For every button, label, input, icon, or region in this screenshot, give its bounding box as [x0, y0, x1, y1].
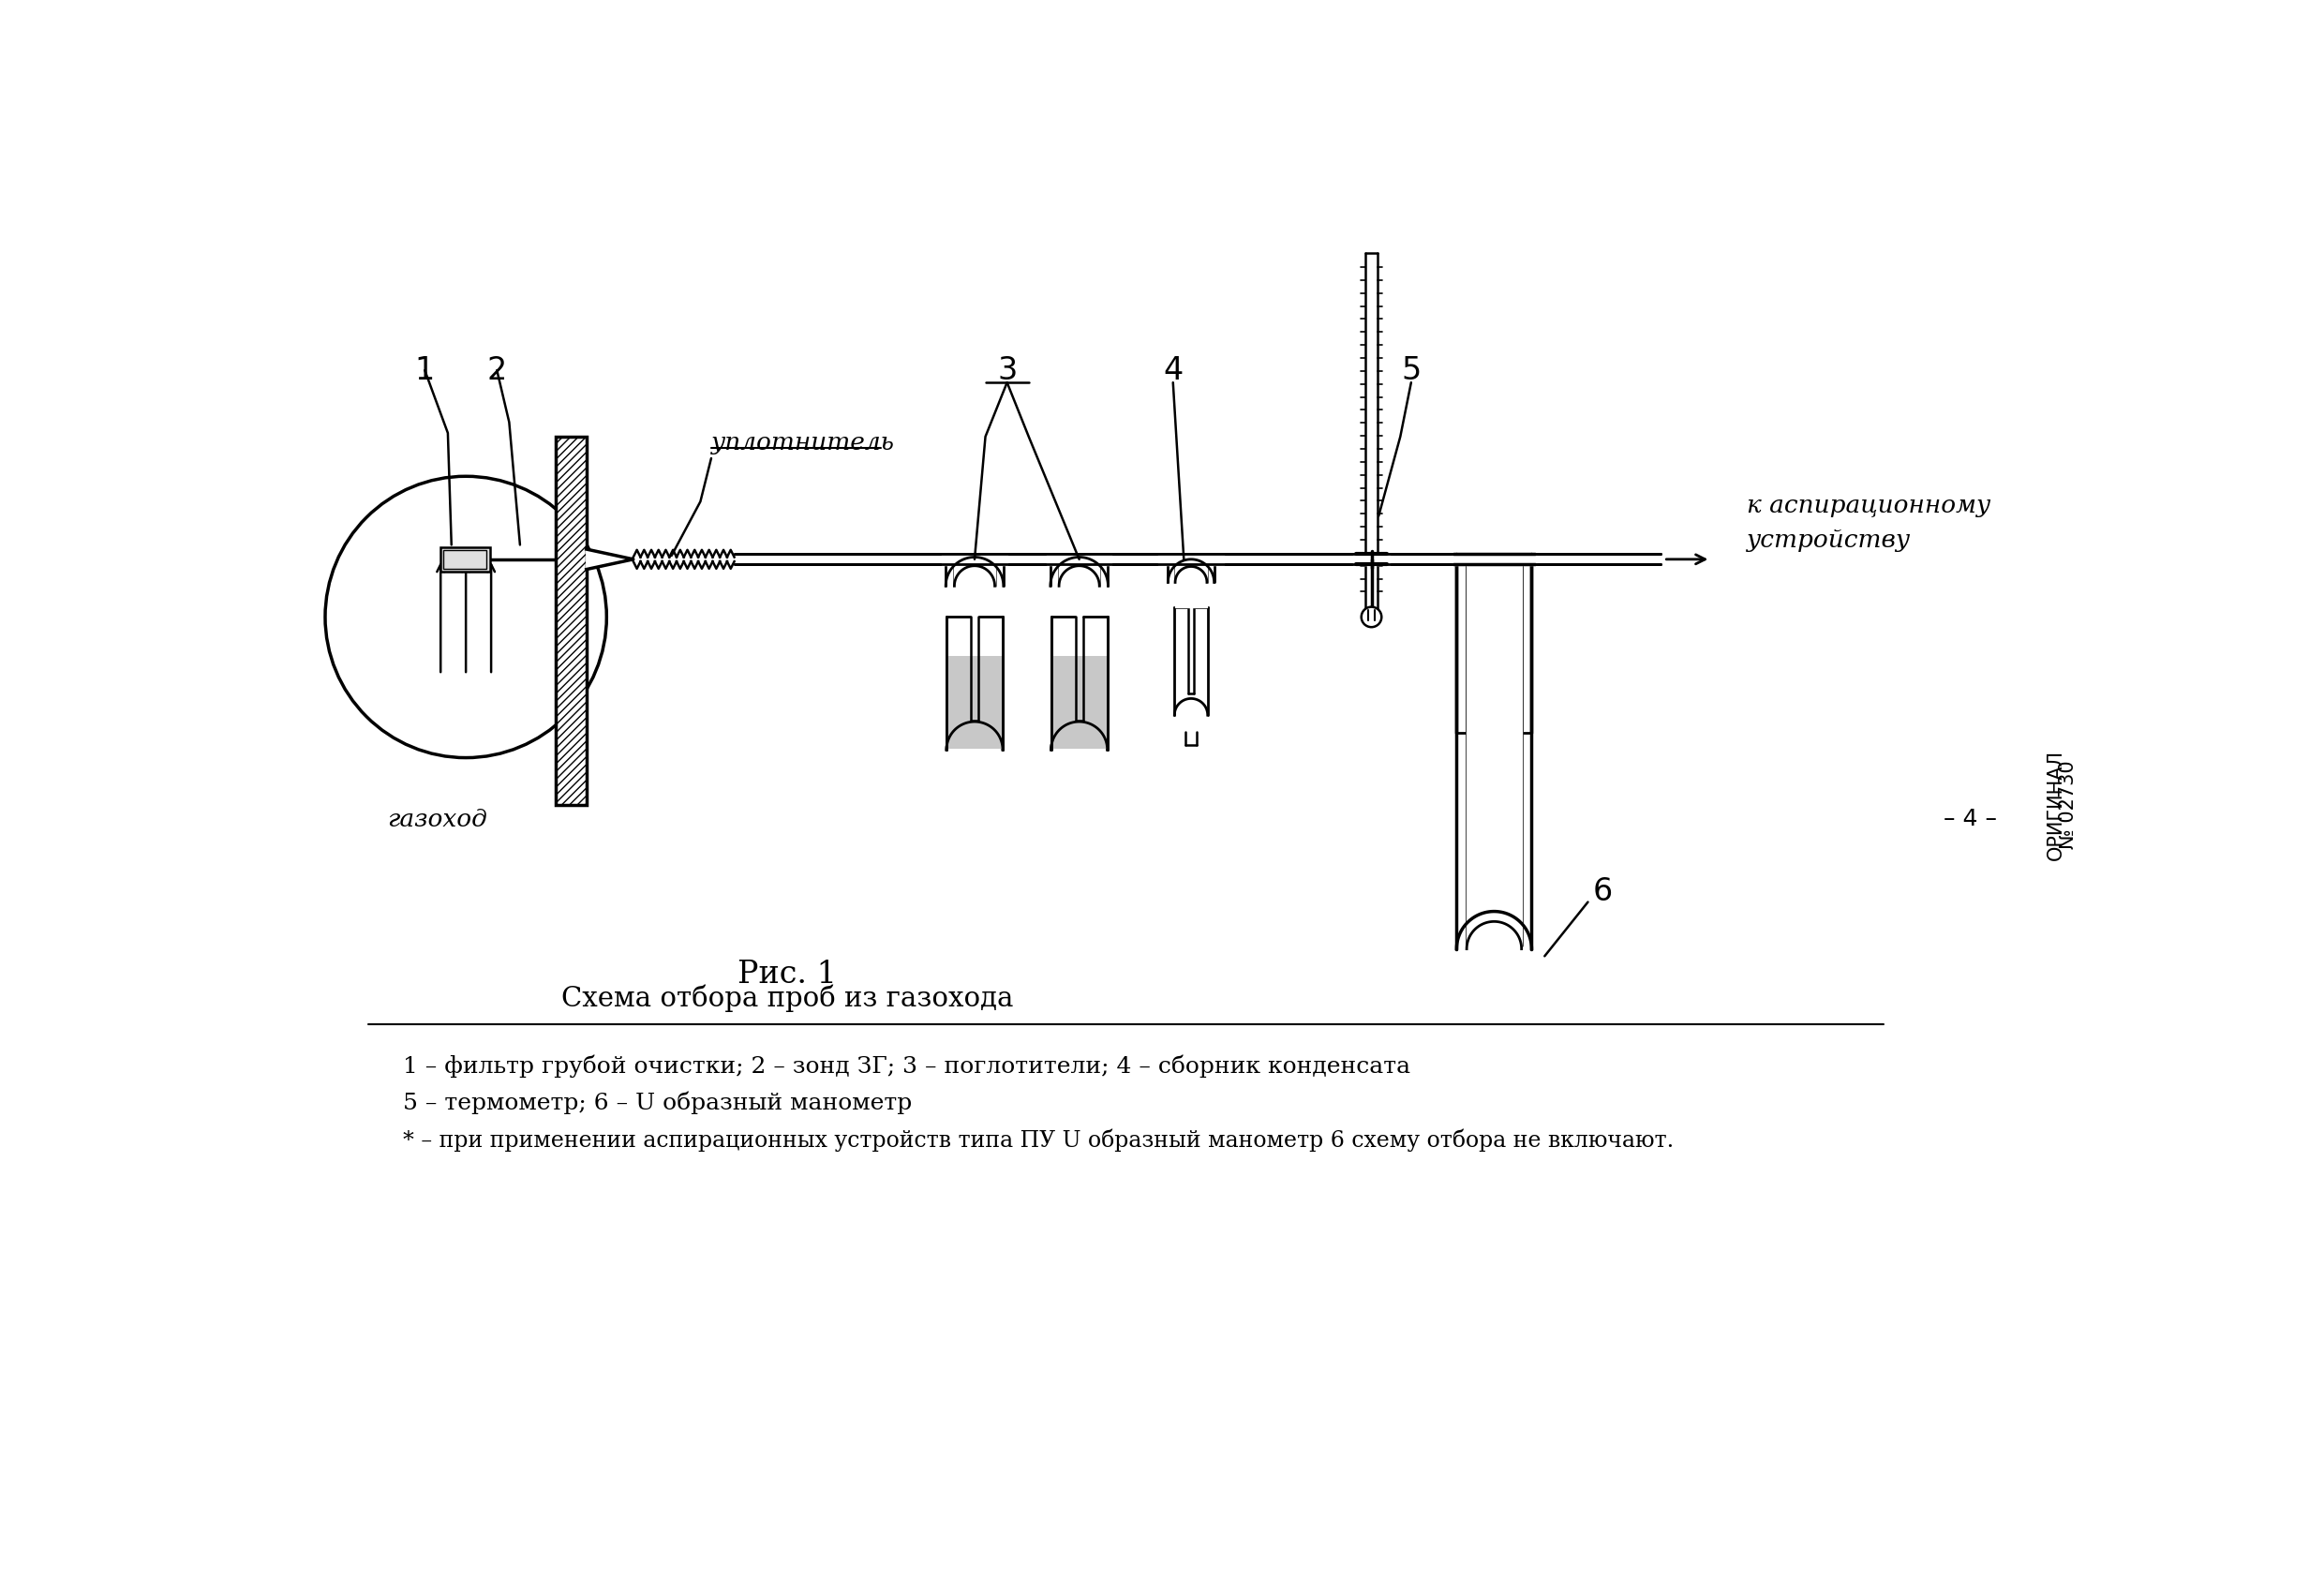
Text: к аспирационному
устройству: к аспирационному устройству — [1748, 494, 1992, 552]
Text: 1: 1 — [414, 355, 435, 386]
Polygon shape — [955, 564, 995, 617]
Polygon shape — [1176, 564, 1206, 607]
Polygon shape — [1060, 564, 1099, 588]
Circle shape — [1362, 607, 1380, 626]
Bar — [555, 437, 586, 805]
Polygon shape — [1466, 564, 1522, 953]
Text: * – при применении аспирационных устройств типа ПУ U образный манометр 6 схему о: * – при применении аспирационных устройс… — [402, 1129, 1673, 1151]
Text: 4: 4 — [1162, 355, 1183, 386]
Polygon shape — [955, 564, 995, 588]
Bar — [442, 547, 490, 572]
Polygon shape — [1160, 553, 1222, 564]
Text: Рис. 1: Рис. 1 — [737, 960, 837, 990]
Text: № 02730: № 02730 — [2059, 760, 2078, 850]
Text: 3: 3 — [997, 355, 1018, 386]
Text: Схема отбора проб из газохода: Схема отбора проб из газохода — [560, 983, 1013, 1012]
Text: 1 – фильтр грубой очистки; 2 – зонд ЗГ; 3 – поглотители; 4 – сборник конденсата: 1 – фильтр грубой очистки; 2 – зонд ЗГ; … — [402, 1055, 1411, 1078]
Bar — [1053, 655, 1106, 749]
Text: газоход: газоход — [386, 807, 488, 830]
Text: ОРИГИНАЛ: ОРИГИНАЛ — [2045, 749, 2064, 859]
Polygon shape — [1046, 553, 1111, 564]
Polygon shape — [1452, 553, 1536, 564]
Bar — [948, 655, 1002, 749]
Text: 5: 5 — [1401, 355, 1420, 386]
Polygon shape — [1353, 553, 1390, 564]
Text: 6: 6 — [1592, 875, 1613, 907]
Polygon shape — [1060, 564, 1099, 617]
Text: 5 – термометр; 6 – U образный манометр: 5 – термометр; 6 – U образный манометр — [402, 1092, 913, 1114]
Polygon shape — [586, 550, 632, 569]
Polygon shape — [941, 553, 1006, 564]
Text: уплотнитель: уплотнитель — [711, 430, 895, 454]
Text: – 4 –: – 4 – — [1943, 808, 1996, 830]
Bar — [444, 550, 486, 569]
Polygon shape — [1176, 564, 1206, 583]
Text: 2: 2 — [488, 355, 507, 386]
